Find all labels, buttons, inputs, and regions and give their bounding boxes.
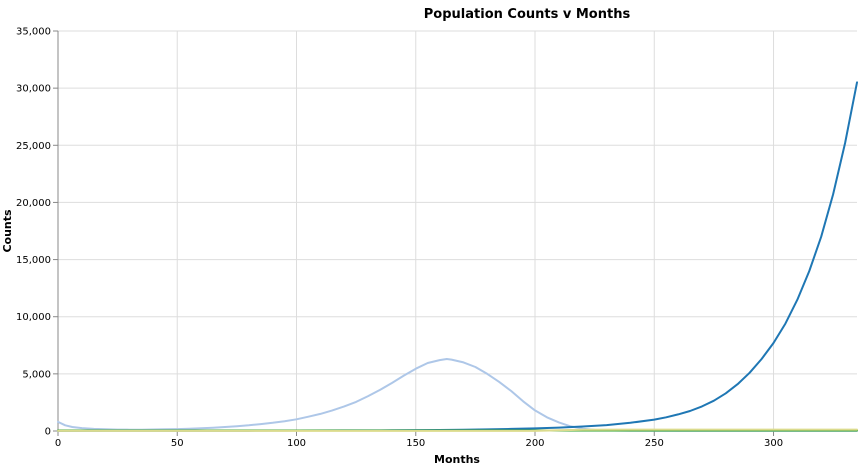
x-axis-title: Months bbox=[434, 453, 480, 466]
y-tick-label: 35,000 bbox=[16, 27, 51, 38]
x-tick-label: 300 bbox=[764, 438, 783, 449]
y-tick-label: 15,000 bbox=[16, 255, 51, 266]
y-tick-label: 20,000 bbox=[16, 198, 51, 209]
series-line-4 bbox=[57, 428, 858, 432]
y-tick-label: 30,000 bbox=[16, 84, 51, 95]
y-tick-label: 25,000 bbox=[16, 141, 51, 152]
x-tick-label: 50 bbox=[171, 438, 184, 449]
y-tick-label: 0 bbox=[45, 427, 51, 438]
x-tick-label: 0 bbox=[55, 438, 61, 449]
x-tick-label: 150 bbox=[406, 438, 425, 449]
chart-title: Population Counts v Months bbox=[424, 7, 631, 22]
x-tick-label: 200 bbox=[525, 438, 544, 449]
x-tick-label: 250 bbox=[645, 438, 664, 449]
y-axis-title: Counts bbox=[1, 209, 14, 253]
x-tick-label: 100 bbox=[287, 438, 306, 449]
y-tick-label: 5,000 bbox=[22, 369, 51, 380]
series-line-2 bbox=[57, 81, 858, 432]
y-tick-label: 10,000 bbox=[16, 312, 51, 323]
series-lines bbox=[57, 81, 858, 432]
grid-lines bbox=[57, 30, 857, 432]
axes: 0 50 100 150 200 250 300 0 5,000 10,000 15,000 20,0… bbox=[16, 27, 857, 449]
series-line-1 bbox=[57, 358, 858, 432]
